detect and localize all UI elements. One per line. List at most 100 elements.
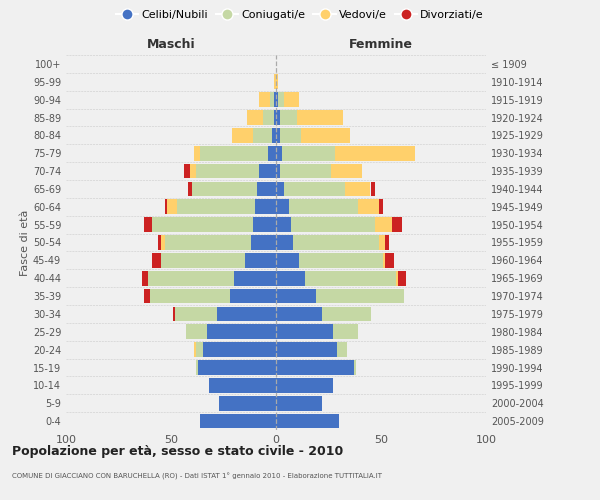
Bar [253,128,272,142]
Bar [190,164,196,178]
Bar [251,235,276,250]
Legend: Celibi/Nubili, Coniugati/e, Vedovi/e, Divorziati/e: Celibi/Nubili, Coniugati/e, Vedovi/e, Di… [112,6,488,25]
Bar [290,218,374,232]
Bar [209,378,276,392]
Bar [144,289,150,304]
Bar [276,200,289,214]
Bar [371,182,374,196]
Bar [392,218,402,232]
Bar [276,146,283,160]
Bar [230,289,276,304]
Bar [358,200,379,214]
Bar [276,306,322,322]
Bar [220,396,276,410]
Bar [276,110,280,125]
Bar [253,218,276,232]
Bar [206,324,276,339]
Bar [268,146,276,160]
Bar [276,360,354,375]
Bar [196,360,198,375]
Bar [274,74,276,89]
Bar [293,235,379,250]
Bar [280,128,301,142]
Bar [198,360,276,375]
Bar [276,414,339,428]
Bar [354,360,356,375]
Bar [245,253,276,268]
Bar [274,92,276,107]
Bar [276,378,332,392]
Bar [383,253,385,268]
Bar [331,164,362,178]
Bar [332,324,358,339]
Bar [374,218,392,232]
Bar [335,146,415,160]
Bar [385,235,389,250]
Bar [184,164,190,178]
Bar [192,182,257,196]
Bar [276,74,278,89]
Bar [186,324,206,339]
Bar [161,253,245,268]
Bar [396,271,398,285]
Bar [152,253,161,268]
Bar [280,110,297,125]
Bar [346,182,370,196]
Bar [200,146,268,160]
Bar [270,92,274,107]
Bar [337,342,347,357]
Bar [259,92,270,107]
Bar [142,271,148,285]
Bar [247,110,263,125]
Bar [200,414,276,428]
Bar [276,235,293,250]
Bar [280,164,331,178]
Text: Popolazione per età, sesso e stato civile - 2010: Popolazione per età, sesso e stato civil… [12,445,343,458]
Bar [263,110,274,125]
Bar [164,200,167,214]
Bar [322,306,371,322]
Bar [379,235,385,250]
Bar [283,146,335,160]
Text: Maschi: Maschi [146,38,196,52]
Bar [276,289,316,304]
Bar [316,289,404,304]
Bar [196,342,203,357]
Bar [276,324,332,339]
Bar [276,164,280,178]
Bar [276,271,305,285]
Bar [276,396,322,410]
Bar [161,235,164,250]
Bar [148,271,234,285]
Bar [196,164,259,178]
Bar [194,146,200,160]
Bar [398,271,406,285]
Bar [289,200,358,214]
Bar [301,128,349,142]
Bar [276,128,280,142]
Bar [379,200,383,214]
Bar [178,200,255,214]
Bar [167,200,178,214]
Bar [152,218,253,232]
Bar [276,182,284,196]
Bar [272,128,276,142]
Bar [165,235,251,250]
Bar [297,110,343,125]
Bar [194,342,196,357]
Bar [276,253,299,268]
Text: Femmine: Femmine [349,38,413,52]
Bar [299,253,383,268]
Bar [203,342,276,357]
Bar [150,289,230,304]
Bar [276,218,290,232]
Bar [278,92,284,107]
Bar [305,271,396,285]
Bar [257,182,276,196]
Bar [276,92,278,107]
Bar [188,182,192,196]
Bar [144,218,152,232]
Bar [284,92,299,107]
Bar [175,306,217,322]
Bar [276,342,337,357]
